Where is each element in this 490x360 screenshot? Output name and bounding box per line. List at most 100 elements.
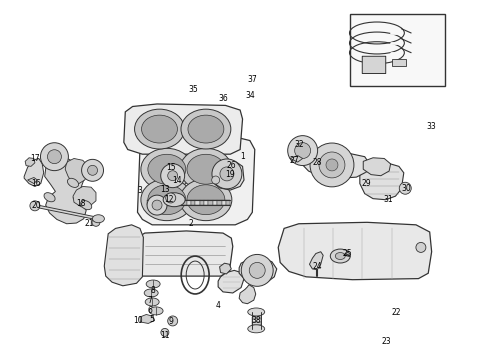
Polygon shape: [173, 200, 178, 205]
Text: 23: 23: [382, 337, 392, 346]
Circle shape: [166, 193, 176, 203]
Ellipse shape: [180, 179, 232, 221]
Circle shape: [88, 165, 98, 175]
Polygon shape: [178, 200, 182, 205]
Ellipse shape: [44, 193, 55, 202]
Circle shape: [168, 316, 178, 326]
Text: 8: 8: [151, 286, 155, 295]
Text: 17: 17: [30, 154, 40, 163]
Text: 27: 27: [289, 156, 299, 165]
Circle shape: [152, 200, 162, 210]
Circle shape: [81, 159, 103, 181]
Text: 31: 31: [383, 195, 393, 204]
Ellipse shape: [146, 280, 160, 288]
Polygon shape: [24, 158, 44, 186]
Text: 9: 9: [168, 317, 173, 326]
Polygon shape: [204, 200, 208, 205]
Text: 10: 10: [134, 316, 143, 325]
Polygon shape: [191, 200, 196, 205]
Polygon shape: [187, 200, 191, 205]
Text: 37: 37: [247, 75, 257, 84]
Polygon shape: [239, 285, 256, 304]
Text: 13: 13: [161, 185, 170, 194]
Polygon shape: [360, 163, 404, 200]
Circle shape: [161, 328, 169, 336]
Polygon shape: [220, 263, 231, 274]
Polygon shape: [169, 200, 173, 205]
Polygon shape: [156, 200, 160, 205]
Polygon shape: [363, 158, 391, 176]
Text: 30: 30: [401, 184, 411, 193]
Ellipse shape: [148, 185, 186, 215]
Polygon shape: [165, 200, 169, 205]
Circle shape: [249, 262, 265, 278]
Ellipse shape: [93, 215, 104, 223]
Circle shape: [288, 136, 318, 166]
Polygon shape: [310, 252, 323, 270]
Polygon shape: [45, 155, 86, 224]
Ellipse shape: [142, 115, 177, 143]
Ellipse shape: [335, 252, 345, 260]
Text: 15: 15: [166, 163, 175, 172]
Text: 36: 36: [218, 94, 228, 103]
Polygon shape: [65, 158, 89, 184]
Circle shape: [30, 201, 40, 211]
Ellipse shape: [145, 298, 159, 306]
Ellipse shape: [248, 325, 265, 333]
Polygon shape: [252, 314, 261, 316]
Ellipse shape: [141, 148, 193, 190]
Text: 25: 25: [343, 249, 352, 258]
Text: 26: 26: [226, 161, 236, 170]
Text: 18: 18: [76, 199, 86, 208]
Polygon shape: [132, 231, 233, 276]
Text: 14: 14: [172, 176, 181, 185]
Polygon shape: [252, 319, 261, 321]
Circle shape: [212, 159, 242, 189]
Circle shape: [416, 242, 426, 252]
Circle shape: [147, 195, 167, 215]
Text: 4: 4: [216, 301, 220, 310]
Circle shape: [92, 218, 100, 226]
Circle shape: [319, 152, 345, 178]
Ellipse shape: [148, 154, 186, 184]
Circle shape: [310, 143, 354, 187]
Text: 3: 3: [138, 186, 143, 195]
Polygon shape: [151, 200, 156, 205]
Polygon shape: [252, 322, 261, 324]
Polygon shape: [104, 225, 144, 286]
Text: 22: 22: [392, 308, 401, 317]
Text: 7: 7: [147, 296, 152, 305]
FancyBboxPatch shape: [350, 14, 445, 86]
Polygon shape: [221, 200, 226, 205]
Polygon shape: [200, 200, 204, 205]
Ellipse shape: [187, 154, 225, 184]
Polygon shape: [239, 258, 277, 283]
Circle shape: [48, 150, 61, 164]
Polygon shape: [208, 200, 213, 205]
Circle shape: [241, 255, 273, 286]
Text: 6: 6: [147, 306, 152, 315]
Polygon shape: [290, 156, 303, 162]
Text: 28: 28: [313, 158, 322, 167]
Ellipse shape: [141, 179, 193, 221]
Circle shape: [168, 171, 178, 181]
Text: 1: 1: [240, 152, 245, 161]
Polygon shape: [147, 200, 151, 205]
Polygon shape: [140, 315, 155, 323]
Text: 32: 32: [294, 140, 304, 149]
Polygon shape: [196, 200, 200, 205]
Text: 12: 12: [165, 195, 174, 204]
Polygon shape: [392, 59, 406, 66]
Polygon shape: [138, 134, 255, 225]
Text: 21: 21: [85, 219, 95, 228]
FancyBboxPatch shape: [362, 56, 386, 73]
Circle shape: [294, 143, 311, 158]
Ellipse shape: [181, 109, 231, 149]
Polygon shape: [252, 317, 261, 319]
Ellipse shape: [163, 193, 185, 207]
Ellipse shape: [68, 178, 78, 188]
Polygon shape: [226, 200, 230, 205]
Polygon shape: [124, 104, 243, 154]
Polygon shape: [160, 200, 165, 205]
Text: 16: 16: [31, 179, 41, 188]
